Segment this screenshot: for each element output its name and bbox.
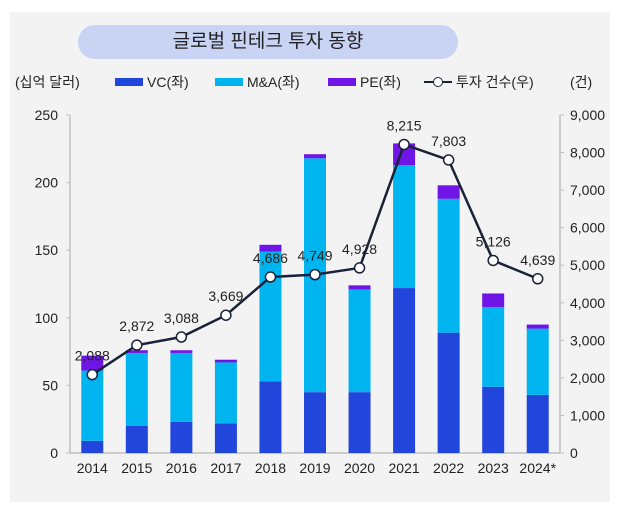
bar-pe [259, 244, 282, 252]
bar-vc [393, 288, 416, 453]
deals-data-label: 4,686 [253, 250, 288, 266]
bar-pe [348, 285, 371, 290]
x-tick-label: 2017 [210, 460, 241, 476]
legend-swatch-pe [328, 78, 356, 86]
bar-vc [170, 421, 193, 453]
legend-label-ma: M&A(좌) [247, 74, 300, 90]
legend-label-pe: PE(좌) [360, 74, 401, 90]
x-tick-label: 2023 [478, 460, 509, 476]
bar-vc [81, 440, 104, 453]
bar-ma [81, 370, 104, 441]
deals-point-marker [398, 138, 410, 151]
x-tick-label: 2019 [299, 460, 330, 476]
deals-point-marker [175, 331, 188, 343]
bar-vc [304, 392, 326, 453]
deals-point-marker [353, 262, 366, 274]
bar-pe [81, 355, 104, 371]
right-tick-label: 9,000 [570, 107, 605, 123]
deals-data-label: 2,872 [119, 318, 154, 334]
legend-item-deals: 투자 건수(우) [424, 72, 534, 92]
right-tick-label: 2,000 [570, 370, 605, 386]
bar-vc [214, 423, 237, 453]
deals-data-label: 3,669 [208, 288, 243, 304]
bar-ma [214, 362, 237, 424]
right-tick-label: 3,000 [570, 332, 605, 348]
legend-swatch-vc [115, 78, 143, 86]
bar-vc [125, 425, 148, 453]
bar-ma [526, 328, 549, 395]
deals-data-label: 2,088 [75, 348, 110, 364]
bar-ma [259, 251, 282, 382]
bar-vc [482, 386, 505, 453]
right-tick-label: 4,000 [570, 295, 605, 311]
deals-point-marker [309, 268, 321, 281]
legend-label-vc: VC(좌) [147, 74, 189, 90]
left-tick-label: 0 [50, 445, 58, 461]
deals-data-label: 3,088 [164, 310, 199, 326]
deals-data-label: 8,215 [387, 117, 422, 133]
x-tick-label: 2016 [166, 460, 197, 476]
left-tick-label: 150 [35, 242, 59, 258]
legend-swatch-ma [215, 78, 243, 86]
deals-point-marker [86, 368, 99, 381]
deals-data-label: 7,803 [431, 133, 466, 149]
deals-point-marker [131, 339, 143, 351]
left-tick-label: 200 [35, 175, 59, 191]
x-tick-label: 2015 [121, 460, 152, 476]
x-tick-label: 2014 [77, 460, 108, 476]
x-tick-label: 2022 [433, 460, 464, 476]
legend-item-ma: M&A(좌) [215, 72, 300, 92]
right-tick-label: 5,000 [570, 257, 605, 273]
x-tick-label: 2021 [389, 460, 420, 476]
bar-vc [259, 381, 282, 453]
bar-pe [125, 350, 148, 353]
right-tick-label: 7,000 [570, 182, 605, 198]
bar-ma [125, 352, 148, 426]
legend-item-pe: PE(좌) [328, 72, 401, 92]
left-tick-label: 50 [42, 377, 58, 393]
right-tick-label: 6,000 [570, 220, 605, 236]
deals-point-marker [442, 154, 455, 166]
deals-data-label: 4,639 [520, 252, 555, 268]
bar-pe [170, 350, 193, 353]
x-tick-label: 2024* [519, 460, 556, 476]
legend-line-marker-icon [424, 76, 452, 88]
left-tick-label: 100 [35, 310, 59, 326]
bar-ma [482, 306, 505, 387]
legend: (십억 달러) VC(좌) M&A(좌) PE(좌) 투자 건수(우) (건) [0, 72, 640, 92]
bar-ma [437, 198, 460, 333]
deals-data-label: 4,928 [342, 241, 377, 257]
legend-label-deals: 투자 건수(우) [456, 74, 534, 90]
deals-point-marker [531, 273, 544, 285]
right-axis-unit: (건) [570, 74, 593, 90]
bar-vc [348, 392, 371, 453]
x-tick-label: 2018 [255, 460, 286, 476]
deals-data-label: 4,749 [297, 248, 332, 264]
x-tick-label: 2020 [344, 460, 375, 476]
deals-data-label: 5,126 [476, 233, 511, 249]
deals-point-marker [264, 271, 277, 283]
bar-pe [482, 293, 505, 307]
right-tick-label: 0 [570, 445, 578, 461]
chart-title: 글로벌 핀테크 투자 동향 [78, 25, 458, 59]
bar-vc [526, 394, 549, 453]
bar-ma [393, 165, 416, 289]
deals-point-marker [487, 254, 499, 267]
bar-pe [304, 154, 326, 159]
bar-vc [437, 332, 460, 453]
left-axis-unit: (십억 달러) [15, 74, 80, 90]
bar-pe [526, 324, 549, 329]
right-tick-label: 8,000 [570, 145, 605, 161]
bar-pe [214, 359, 237, 363]
bar-ma [348, 289, 371, 393]
legend-item-vc: VC(좌) [115, 72, 189, 92]
bar-pe [437, 185, 460, 199]
deals-point-marker [220, 309, 232, 321]
right-tick-label: 1,000 [570, 407, 605, 423]
left-tick-label: 250 [35, 107, 59, 123]
bar-ma [170, 352, 193, 422]
